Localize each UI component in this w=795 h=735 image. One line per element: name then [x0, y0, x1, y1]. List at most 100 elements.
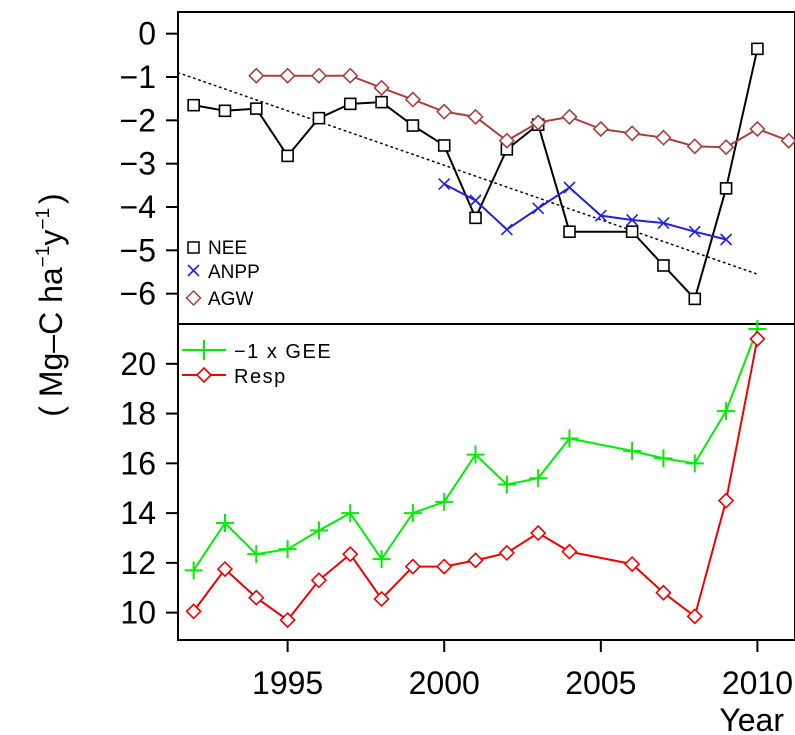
point-resp [467, 552, 484, 569]
x-tick-label: 2000 [409, 665, 480, 701]
point-agw [561, 108, 578, 125]
point-nee [375, 95, 388, 109]
point-nee [249, 102, 263, 115]
point-resp [561, 543, 578, 560]
x-tick-label: 1995 [252, 665, 323, 701]
point-resp [216, 560, 234, 578]
point-nee [625, 225, 639, 238]
point-nee [657, 259, 670, 272]
point-gee [341, 504, 360, 523]
point-anpp [500, 223, 513, 236]
series-line-resp [192, 338, 759, 622]
y-tick-label: −6 [120, 276, 156, 312]
bottom-panel: 10 12 14 16 18 20 1995 2000 2005 2010 [120, 319, 793, 701]
point-anpp [720, 233, 733, 246]
point-gee [247, 545, 266, 564]
point-gee [278, 540, 297, 559]
point-gee [215, 514, 234, 533]
point-agw [717, 139, 735, 156]
point-gee [717, 402, 736, 421]
legend-item-anpp: ANPP [187, 262, 260, 283]
y-tick-label: 10 [120, 595, 156, 631]
legend-marker-resp [195, 366, 213, 384]
point-gee [623, 441, 642, 460]
y-tick-label: 12 [120, 545, 156, 581]
point-gee [654, 449, 673, 468]
point-resp [279, 611, 296, 629]
point-agw [404, 91, 422, 108]
point-anpp [563, 181, 576, 194]
top-panel-frame [177, 11, 795, 325]
legend-item-nee: NEE [187, 238, 247, 259]
series-line-nee [193, 101, 571, 232]
point-anpp [438, 177, 451, 191]
legend-marker-x [187, 264, 200, 277]
point-nee [406, 119, 420, 132]
legend-line-gee [182, 340, 226, 360]
point-resp [498, 544, 515, 562]
y-tick-label: 0 [138, 16, 156, 52]
point-nee [437, 139, 451, 152]
legend-item-resp: Resp [182, 366, 287, 388]
point-gee [529, 469, 548, 488]
point-gee [309, 521, 328, 540]
point-resp [749, 330, 766, 348]
point-nee [187, 98, 200, 112]
y-tick-label: 18 [120, 396, 156, 432]
point-anpp [626, 213, 639, 227]
bottom-panel-frame [177, 323, 795, 641]
y-tick-label: −4 [120, 189, 156, 225]
point-nee [218, 104, 232, 118]
legend-item-gee: −1 x GEE [182, 340, 332, 363]
point-agw [498, 132, 515, 149]
point-resp [248, 589, 265, 606]
y-axis-label: ( Mg–C ha−1y−1) [33, 193, 69, 416]
point-nee [688, 292, 702, 306]
point-agw [436, 103, 453, 120]
point-anpp [532, 202, 545, 215]
bottom-legend: −1 x GEE Resp [182, 340, 332, 388]
y-tick-label: 20 [120, 346, 156, 382]
legend-marker-diamond [185, 289, 202, 307]
y-tick-label: 16 [120, 445, 156, 481]
point-anpp [594, 209, 607, 222]
point-gee [466, 445, 485, 464]
point-agw [248, 67, 265, 84]
point-resp [404, 558, 422, 575]
legend-label-anpp: ANPP [208, 262, 260, 283]
point-gee [685, 454, 704, 473]
point-agw [342, 67, 359, 84]
point-agw [749, 120, 766, 138]
legend-label-resp: Resp [234, 366, 287, 388]
point-resp [342, 546, 359, 563]
legend-label-gee: −1 x GEE [234, 341, 332, 363]
series-line-nee [631, 48, 759, 301]
point-nee [281, 149, 294, 163]
legend-label-nee: NEE [208, 238, 247, 259]
point-resp [310, 572, 328, 589]
point-gee [372, 550, 391, 569]
point-gee [497, 475, 516, 494]
point-resp [436, 558, 453, 575]
y-tick-label: 14 [120, 495, 156, 531]
legend-marker-square [187, 241, 200, 254]
point-agw [624, 125, 641, 142]
y-tick-label: −3 [120, 146, 156, 182]
point-agw [373, 79, 390, 96]
point-resp [655, 584, 672, 601]
x-axis-label: Year [719, 702, 784, 735]
point-agw [279, 67, 296, 84]
point-nee [312, 111, 326, 125]
point-resp [185, 603, 202, 620]
y-tick-label: −2 [120, 102, 156, 138]
point-anpp [469, 194, 482, 207]
top-legend: NEE ANPP AGW [185, 238, 260, 310]
point-agw [592, 120, 609, 138]
point-agw [686, 138, 703, 155]
point-agw [530, 114, 547, 131]
series-line-anpp [443, 183, 727, 241]
point-resp [373, 590, 390, 608]
point-nee [751, 42, 764, 56]
point-resp [717, 492, 735, 509]
